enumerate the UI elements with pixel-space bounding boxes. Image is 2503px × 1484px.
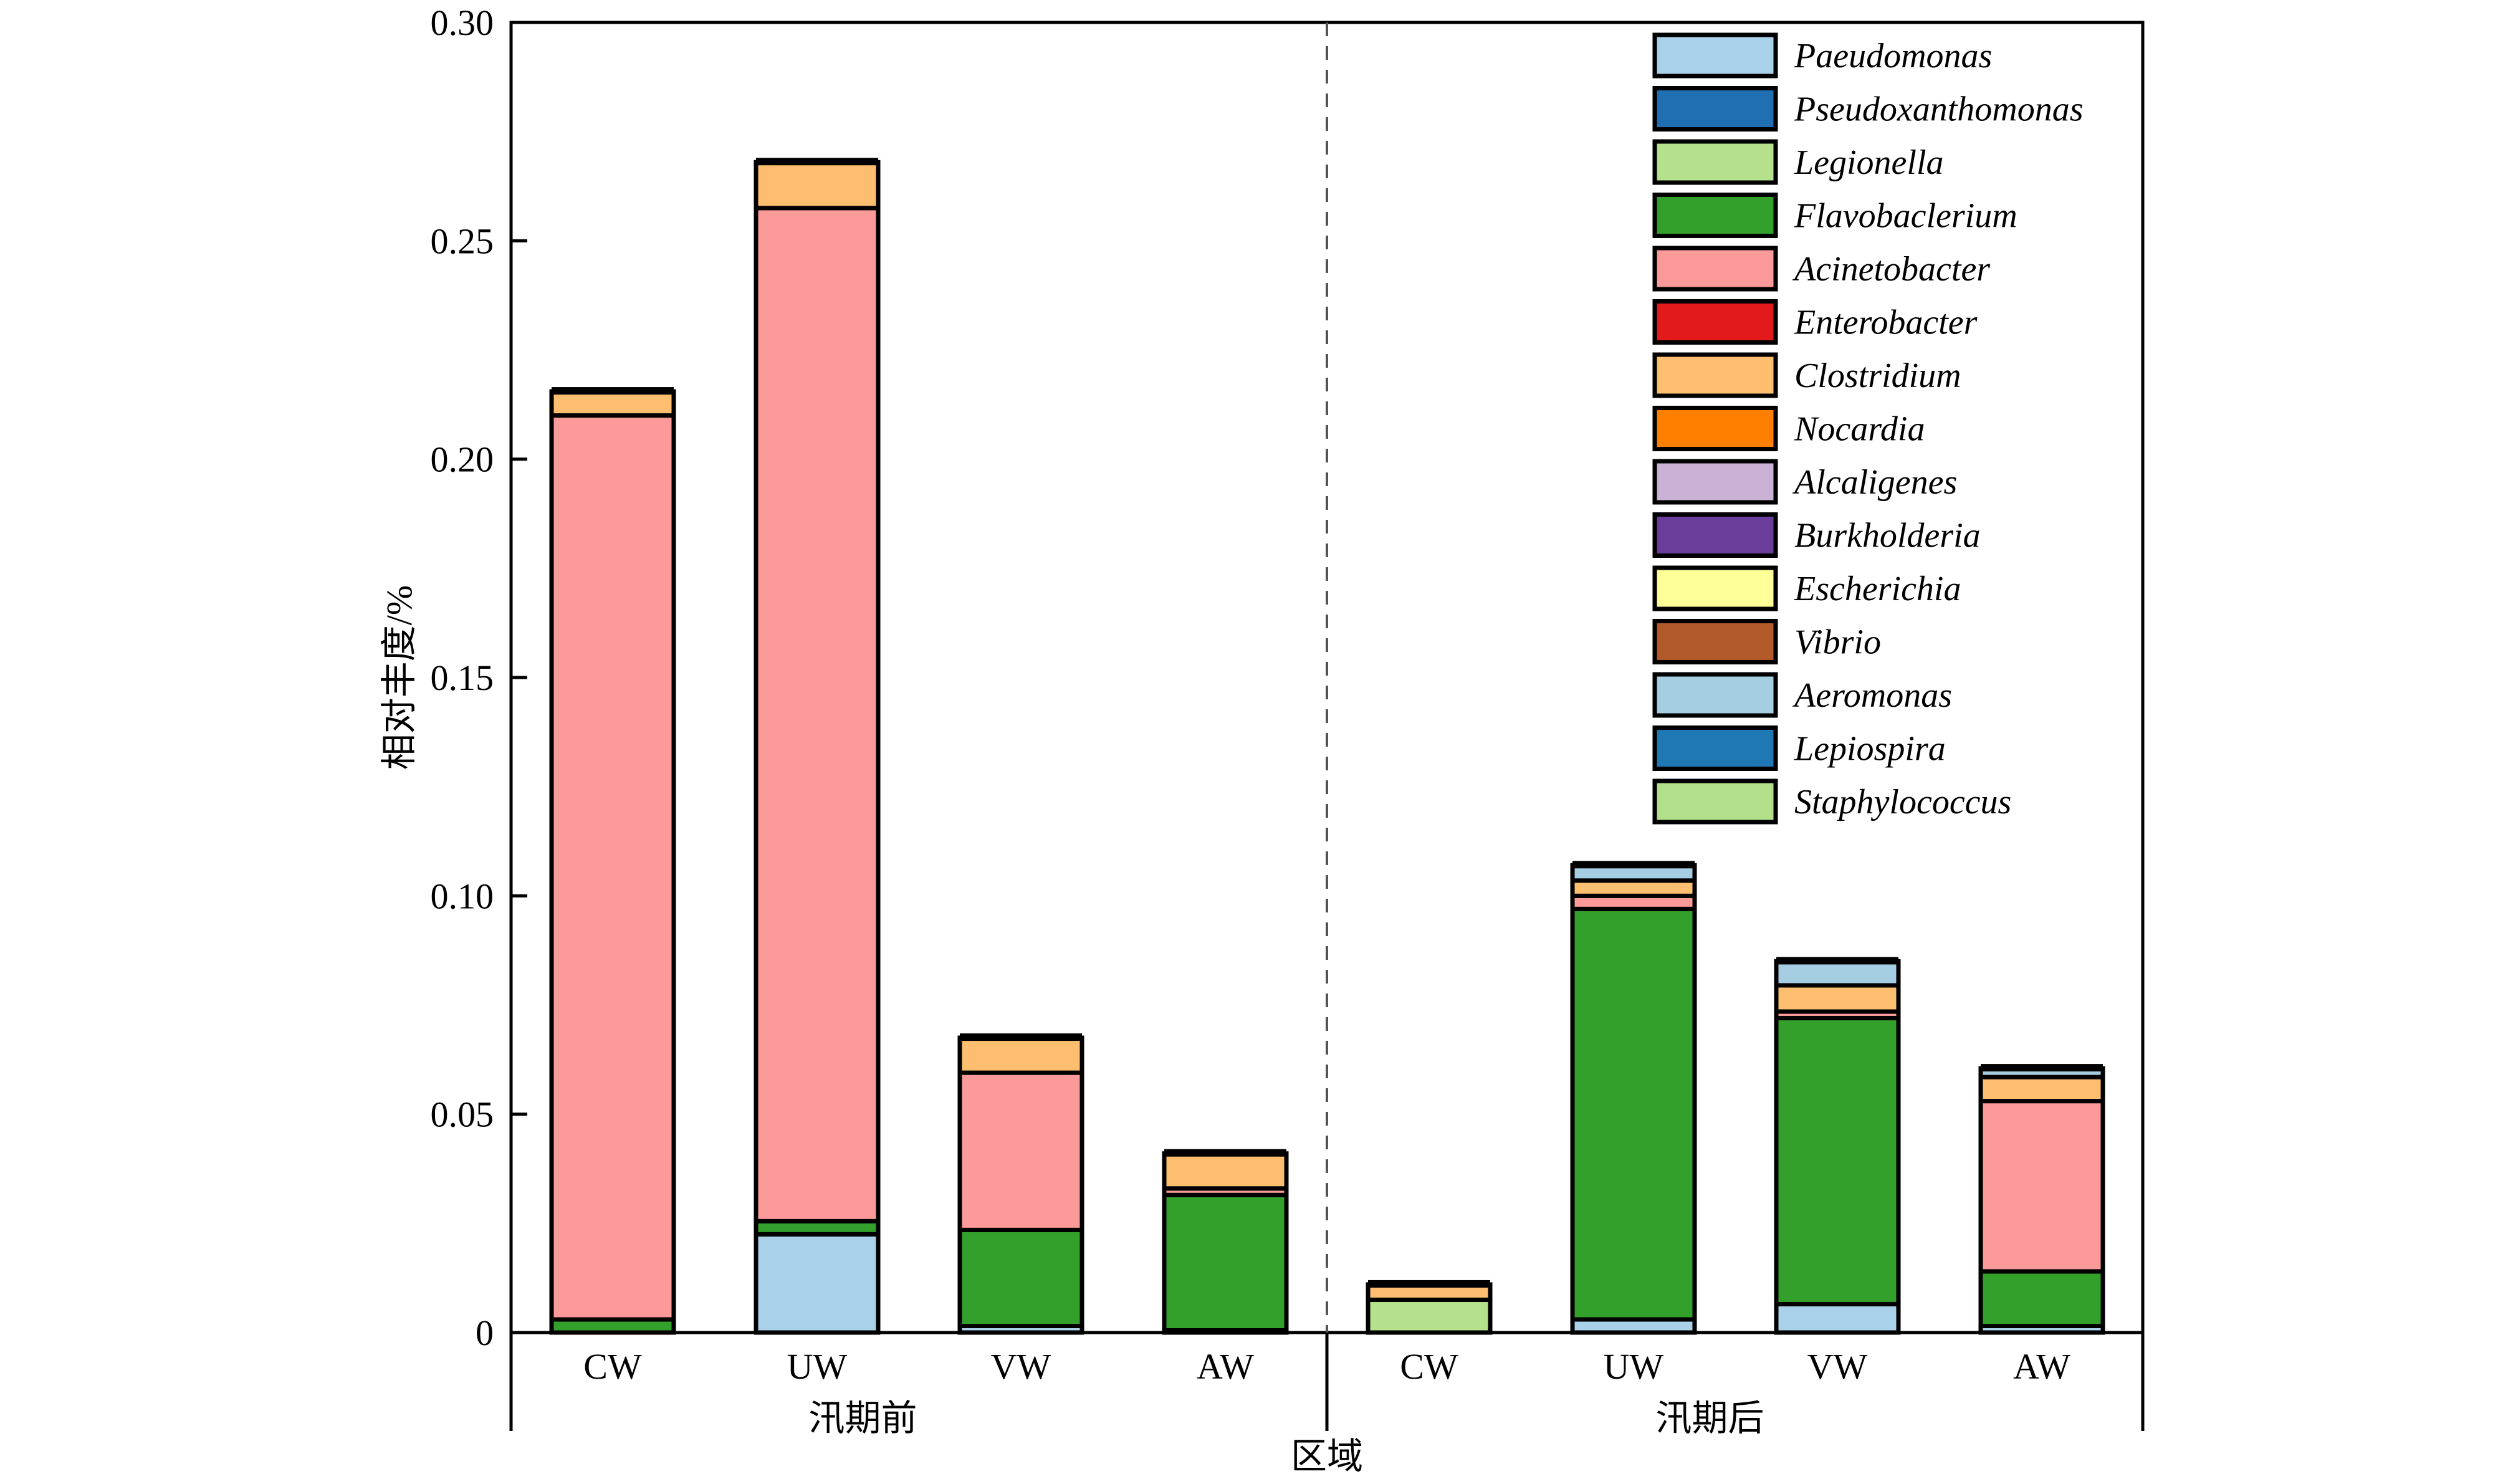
bar-cap-5 — [1368, 1280, 1490, 1288]
legend-swatch-paeudomonas — [1652, 32, 1778, 79]
bar-segment-vw-7-aeromonas — [1774, 959, 1901, 988]
legend-label-flavobaclerium: Flavobaclerium — [1794, 197, 2017, 236]
x-category-label-1: CW — [583, 1346, 642, 1387]
legend-label-pseudoxanthomonas: Pseudoxanthomonas — [1794, 90, 2084, 129]
bars-layer — [549, 158, 2105, 1335]
bar-segment-cw-1-acinetobacter — [549, 413, 676, 1322]
legend-swatch-lepiospira — [1652, 725, 1778, 771]
x-category-label-3: VW — [991, 1346, 1051, 1387]
legend-swatch-escherichia — [1652, 565, 1778, 611]
bar-segment-aw-8-flavobaclerium — [1978, 1269, 2105, 1328]
bar-segment-vw-7-flavobaclerium — [1774, 1016, 1901, 1306]
legend-label-lepiospira: Lepiospira — [1794, 730, 1946, 768]
bar-segment-uw-2-clostridium — [754, 160, 881, 211]
legend-swatch-legionella — [1652, 139, 1778, 185]
bar-segment-cw-1-clostridium — [549, 389, 676, 418]
legend-swatch-flavobaclerium — [1652, 193, 1778, 238]
y-tick-label-1: 0.05 — [431, 1094, 494, 1135]
bar-cap-2 — [756, 158, 878, 166]
legend-swatch-acinetobacter — [1652, 246, 1778, 292]
x-category-label-7: VW — [1807, 1346, 1868, 1387]
x-category-label-2: UW — [787, 1346, 848, 1387]
bar-cap-1 — [552, 387, 674, 395]
legend-swatch-vibrio — [1652, 619, 1778, 664]
legend-swatch-clostridium — [1652, 352, 1778, 398]
bar-segment-cw-5-legionella — [1366, 1297, 1493, 1335]
bar-segment-aw-4-clostridium — [1162, 1151, 1289, 1191]
bar-cap-7 — [1776, 957, 1898, 965]
x-category-label-8: AW — [2013, 1346, 2070, 1387]
bar-segment-vw-3-acinetobacter — [957, 1070, 1084, 1232]
y-tick-label-2: 0.10 — [431, 876, 494, 916]
bar-segment-vw-7-paeudomonas — [1774, 1301, 1901, 1335]
legend-label-acinetobacter: Acinetobacter — [1792, 250, 1990, 289]
legend-swatch-pseudoxanthomonas — [1652, 86, 1778, 132]
legend-swatch-enterobacter — [1652, 299, 1778, 345]
axes-layer: 0 0.05 0.10 0.15 0.20 0.25 0.30 CW UW VW AW CW UW VW A… — [379, 2, 2145, 1477]
y-tick-label-0: 0 — [476, 1313, 494, 1353]
bar-segment-uw-6-clostridium — [1570, 878, 1697, 898]
bar-segment-uw-2-acinetobacter — [754, 206, 881, 1223]
legend-swatch-nocardia — [1652, 406, 1778, 451]
legend-label-vibrio: Vibrio — [1794, 623, 1881, 662]
bar-segment-aw-8-acinetobacter — [1978, 1099, 2105, 1274]
x-category-label-4: AW — [1197, 1346, 1254, 1387]
legend-swatch-burkholderia — [1652, 512, 1778, 558]
legend-swatch-alcaligenes — [1652, 459, 1778, 505]
y-tick-label-6: 0.30 — [431, 2, 494, 43]
group-label-2: 汛期后 — [1655, 1398, 1764, 1439]
x-axis-title: 区域 — [1291, 1436, 1363, 1477]
bar-segment-vw-3-flavobaclerium — [957, 1227, 1084, 1328]
legend-swatch-staphylococcus — [1652, 778, 1778, 825]
x-category-label-5: CW — [1400, 1346, 1458, 1387]
bar-segment-uw-6-flavobaclerium — [1570, 906, 1697, 1322]
bar-segment-vw-7-clostridium — [1774, 983, 1901, 1014]
legend-label-enterobacter: Enterobacter — [1794, 304, 1978, 342]
x-category-label-6: UW — [1604, 1346, 1664, 1387]
y-axis-title: 相对丰度/% — [379, 585, 419, 770]
legend-label-escherichia: Escherichia — [1794, 570, 1961, 608]
bar-cap-4 — [1164, 1149, 1286, 1157]
bar-segment-vw-3-clostridium — [957, 1035, 1084, 1075]
bar-segment-aw-8-clostridium — [1978, 1075, 2105, 1104]
legend-swatch-aeromonas — [1652, 672, 1778, 718]
group-label-1: 汛期前 — [808, 1398, 917, 1439]
legend-label-clostridium: Clostridium — [1794, 357, 1961, 395]
y-tick-label-4: 0.20 — [431, 439, 494, 480]
legend-label-staphylococcus: Staphylococcus — [1794, 783, 2011, 821]
legend-label-alcaligenes: Alcaligenes — [1792, 463, 1957, 502]
legend-label-nocardia: Nocardia — [1794, 410, 1925, 449]
legend-label-burkholderia: Burkholderia — [1794, 517, 1981, 555]
legend-label-legionella: Legionella — [1794, 143, 1944, 182]
y-tick-label-3: 0.15 — [431, 658, 494, 698]
legend: Paeudomonas Pseudoxanthomonas Legionella Fl… — [1652, 32, 2084, 825]
bar-cap-3 — [960, 1033, 1082, 1041]
bar-segment-uw-2-paeudomonas — [754, 1232, 881, 1335]
legend-label-aeromonas: Aeromonas — [1792, 676, 1952, 715]
bar-segment-aw-4-flavobaclerium — [1162, 1192, 1289, 1333]
y-tick-label-5: 0.25 — [431, 221, 494, 261]
legend-label-paeudomonas: Paeudomonas — [1794, 37, 1992, 75]
bar-cap-8 — [1981, 1064, 2103, 1072]
bar-cap-6 — [1572, 861, 1695, 869]
